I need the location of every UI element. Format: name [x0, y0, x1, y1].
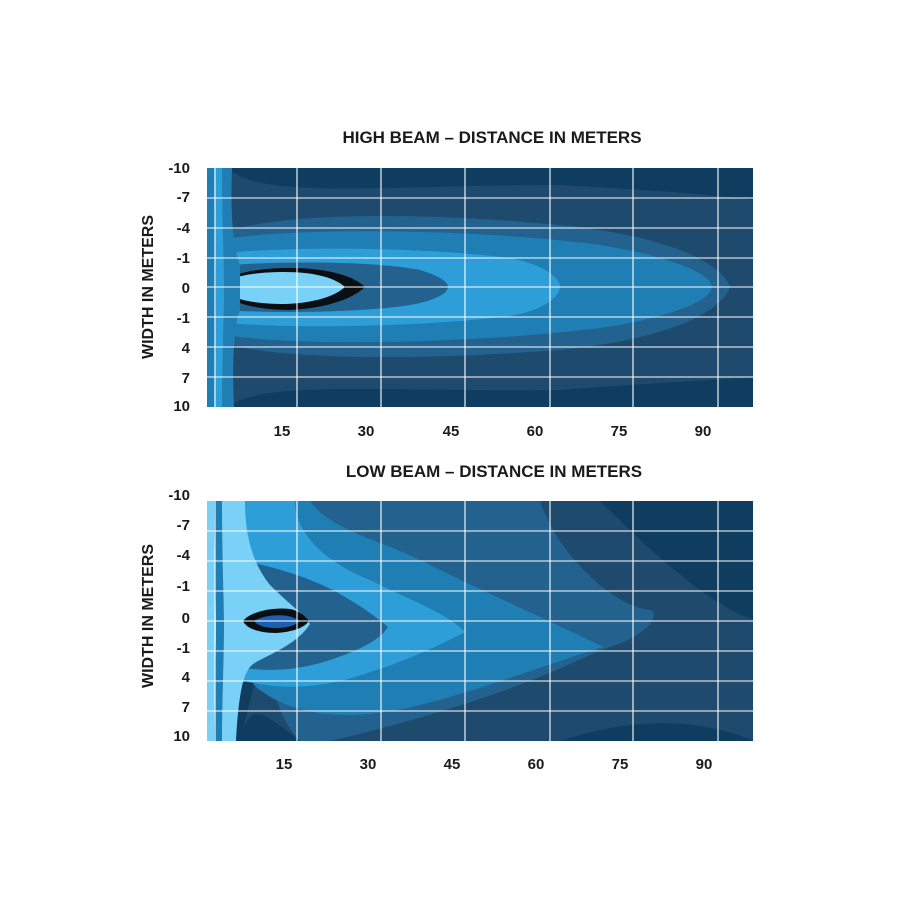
- low-beam-y-tick-label: -1: [177, 640, 190, 657]
- high-beam-hotspot: [224, 272, 345, 304]
- high-beam-x-tick-label: 90: [695, 423, 712, 440]
- high-beam-x-tick-label: 30: [358, 423, 375, 440]
- low-beam-y-tick-label: -10: [168, 487, 190, 504]
- low-beam-x-tick-label: 45: [444, 756, 461, 773]
- low-beam-y-tick-label: 10: [173, 728, 190, 745]
- high-beam-y-tick-label: -1: [177, 310, 190, 327]
- low-beam-y-tick-label: -7: [177, 517, 190, 534]
- low-beam-chart: LOW BEAM – DISTANCE IN METERS 15 30 45 60 75…: [140, 462, 753, 773]
- high-beam-y-tick-label: 7: [182, 370, 190, 387]
- high-beam-x-tick-label: 15: [274, 423, 291, 440]
- low-beam-title: LOW BEAM – DISTANCE IN METERS: [346, 462, 642, 481]
- low-beam-x-tick-label: 60: [528, 756, 545, 773]
- high-beam-y-tick-label: -1: [177, 250, 190, 267]
- low-beam-y-tick-label: 4: [182, 669, 191, 686]
- low-beam-y-tick-label: 7: [182, 699, 190, 716]
- low-beam-grid: [207, 501, 753, 741]
- low-beam-y-tick-label: 0: [182, 610, 190, 627]
- high-beam-grid: [207, 168, 753, 407]
- low-beam-hotspot: [254, 615, 300, 628]
- high-beam-y-tick-label: 0: [182, 280, 190, 297]
- high-beam-title: HIGH BEAM – DISTANCE IN METERS: [342, 128, 641, 147]
- high-beam-x-tick-label: 60: [527, 423, 544, 440]
- low-beam-x-tick-label: 30: [360, 756, 377, 773]
- high-beam-y-tick-label: -10: [168, 160, 190, 177]
- low-beam-x-tick-label: 15: [276, 756, 293, 773]
- low-beam-x-tick-label: 90: [696, 756, 713, 773]
- high-beam-y-tick-label: -7: [177, 189, 190, 206]
- low-beam-y-tick-label: -4: [177, 547, 191, 564]
- low-beam-x-tick-label: 75: [612, 756, 629, 773]
- high-beam-y-tick-label: 10: [173, 398, 190, 415]
- low-beam-x-ticks: 15 30 45 60 75 90: [276, 756, 713, 773]
- high-beam-y-tick-label: 4: [182, 340, 191, 357]
- high-beam-x-tick-label: 75: [611, 423, 628, 440]
- low-beam-y-axis-label: WIDTH IN METERS: [140, 544, 157, 688]
- high-beam-y-tick-label: -4: [177, 220, 191, 237]
- low-beam-y-tick-label: -1: [177, 578, 190, 595]
- high-beam-chart: HIGH BEAM – DISTANCE IN METERS 15 30 45 60 7…: [140, 128, 753, 440]
- high-beam-x-tick-label: 45: [443, 423, 460, 440]
- high-beam-y-axis-label: WIDTH IN METERS: [140, 215, 157, 359]
- high-beam-x-ticks: 15 30 45 60 75 90: [274, 423, 712, 440]
